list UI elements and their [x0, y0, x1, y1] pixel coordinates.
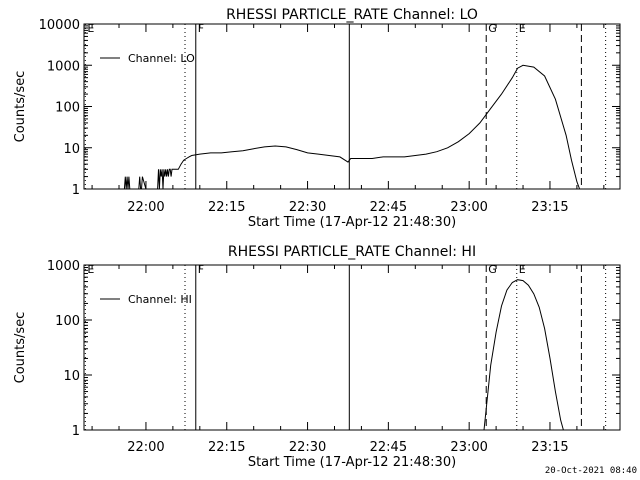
legend-label: Channel: HI — [128, 293, 192, 306]
y-axis-label: Counts/sec — [13, 71, 28, 143]
x-tick-label: 23:15 — [531, 440, 568, 455]
plot-frame — [83, 264, 621, 431]
x-tick-label: 22:30 — [289, 440, 326, 455]
x-axis-label: Start Time (17-Apr-12 21:48:30) — [248, 455, 456, 470]
y-tick-label: 10 — [63, 142, 80, 157]
x-tick-label: 23:15 — [531, 200, 568, 215]
event-marker-label: E — [87, 263, 94, 276]
chart-title: RHESSI PARTICLE_RATE Channel: HI — [228, 244, 476, 260]
y-tick-label: 1 — [72, 183, 80, 198]
event-marker-label: E — [519, 22, 526, 35]
x-tick-label: 22:45 — [370, 200, 407, 215]
x-tick-label: 22:00 — [127, 440, 164, 455]
data-series-line — [483, 279, 564, 431]
plot-frame — [83, 23, 621, 190]
y-axis-label: Counts/sec — [13, 312, 28, 384]
legend: Channel: HI — [100, 293, 192, 306]
event-marker-label: G — [488, 22, 497, 35]
y-tick-label: 100 — [55, 314, 80, 329]
x-axis-label: Start Time (17-Apr-12 21:48:30) — [248, 215, 456, 230]
x-tick-label: 23:00 — [450, 440, 487, 455]
x-tick-label: 22:15 — [208, 200, 245, 215]
chart-panel-1: RHESSI PARTICLE_RATE Channel: HI Counts/s… — [13, 244, 621, 470]
y-tick-label: 1000 — [47, 259, 80, 274]
chart-title: RHESSI PARTICLE_RATE Channel: LO — [226, 7, 478, 23]
legend-label: Channel: LO — [128, 52, 195, 65]
y-tick-label: 1 — [72, 424, 80, 439]
x-tick-label: 23:00 — [450, 200, 487, 215]
x-tick-label: 22:45 — [370, 440, 407, 455]
y-tick-label: 100 — [55, 101, 80, 116]
data-series-line — [123, 64, 581, 190]
event-marker-label: F — [198, 22, 204, 35]
chart-panel-0: RHESSI PARTICLE_RATE Channel: LO Counts/s… — [13, 7, 621, 230]
generation-timestamp: 20-Oct-2021 08:40 — [544, 466, 637, 476]
x-tick-label: 22:00 — [127, 200, 164, 215]
legend: Channel: LO — [100, 52, 195, 65]
x-tick-label: 22:15 — [208, 440, 245, 455]
y-tick-label: 10000 — [39, 18, 80, 33]
event-marker-label: E — [519, 263, 526, 276]
event-marker-label: E — [87, 22, 94, 35]
event-marker-label: F — [198, 263, 204, 276]
y-tick-label: 1000 — [47, 59, 80, 74]
x-tick-label: 22:30 — [289, 200, 326, 215]
event-marker-label: G — [488, 263, 497, 276]
y-tick-label: 10 — [63, 369, 80, 384]
